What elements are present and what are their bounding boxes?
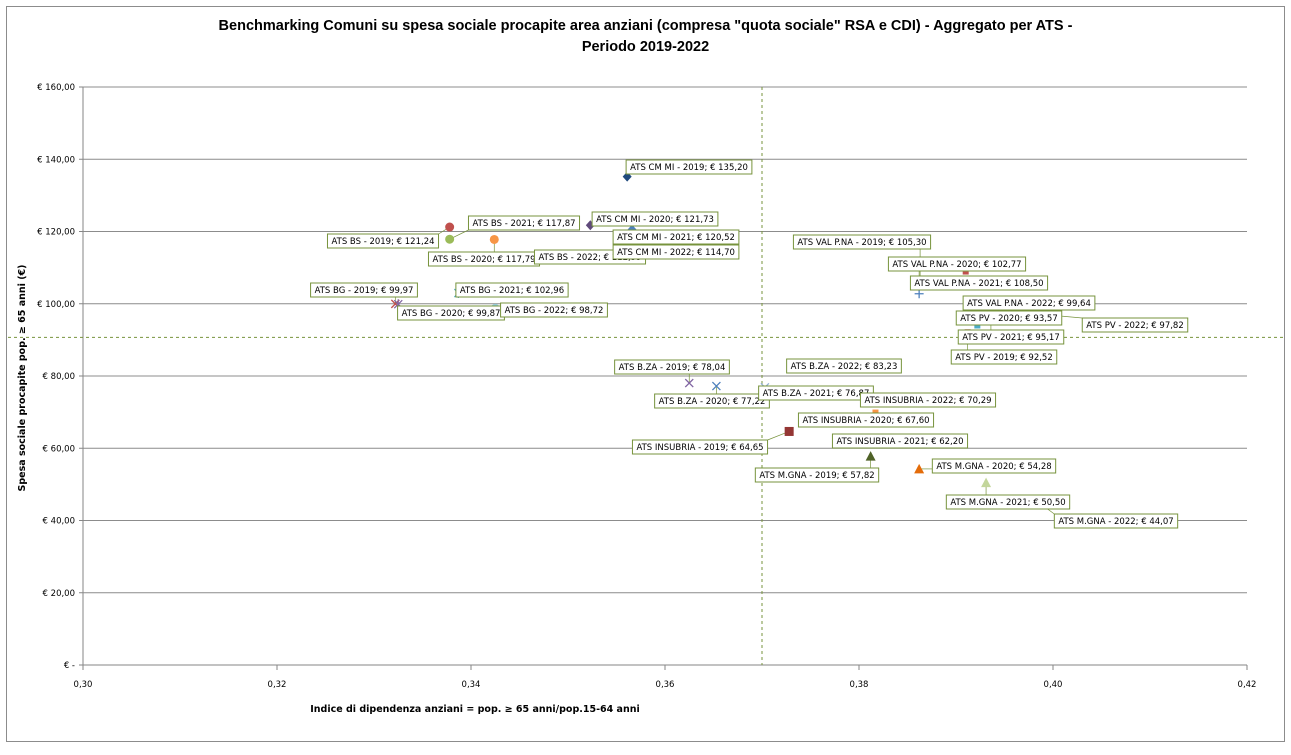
data-label: ATS BS - 2021; € 117,87 [472, 219, 575, 229]
data-label: ATS VAL P.NA - 2022; € 99,64 [967, 299, 1091, 309]
data-label-box [859, 392, 997, 408]
data-point-marker [865, 451, 876, 461]
y-tick-label: € 40,00 [43, 517, 75, 527]
data-label-box [631, 439, 769, 455]
y-tick-label: € 140,00 [37, 155, 75, 165]
data-label-box [500, 302, 608, 318]
chart-title: Benchmarking Comuni su spesa sociale pro… [0, 16, 1291, 58]
data-label-box [612, 244, 740, 260]
chart-title-line-1: Benchmarking Comuni su spesa sociale pro… [218, 18, 1073, 34]
data-label: ATS PV - 2021; € 95,17 [962, 333, 1060, 343]
data-label-box [955, 310, 1063, 326]
data-label: ATS PV - 2020; € 93,57 [960, 314, 1058, 324]
y-axis-title: Spesa sociale procapite pop. ≥ 65 anni (… [17, 265, 28, 492]
data-label-box [792, 234, 932, 250]
y-tick-label: € 160,00 [37, 83, 75, 93]
y-tick-label: € 100,00 [37, 300, 75, 310]
data-label: ATS B.ZA - 2020; € 77,22 [659, 397, 766, 407]
data-point-marker [981, 477, 992, 488]
x-tick-label: 0,42 [1238, 680, 1257, 690]
data-label: ATS INSUBRIA - 2022; € 70,29 [864, 396, 991, 406]
data-label-box [310, 282, 418, 298]
x-tick-label: 0,38 [850, 680, 869, 690]
data-label-box [612, 229, 740, 245]
data-label: ATS BG - 2020; € 99,87 [402, 309, 501, 319]
data-label-box [754, 467, 880, 483]
data-point-marker [974, 325, 981, 329]
data-label: ATS CM MI - 2019; € 135,20 [630, 163, 748, 173]
data-point-marker [914, 463, 925, 474]
axes: € - € 20,00 € 40,00 € 60,00 € 80,00 € 100,00 €… [37, 83, 1256, 690]
data-label: ATS INSUBRIA - 2020; € 67,60 [802, 416, 929, 426]
data-label: ATS VAL P.NA - 2019; € 105,30 [797, 238, 926, 248]
data-label: ATS CM MI - 2021; € 120,52 [617, 233, 735, 243]
data-label: ATS VAL P.NA - 2021; € 108,50 [914, 279, 1043, 289]
data-label-box [797, 412, 935, 428]
y-tick-label: € 20,00 [43, 589, 75, 599]
data-label-box [962, 295, 1096, 311]
y-tick-label: € 60,00 [43, 444, 75, 454]
data-label-box [654, 393, 770, 409]
data-label: ATS INSUBRIA - 2019; € 64,65 [636, 443, 763, 453]
data-label: ATS BS - 2020; € 117,79 [432, 255, 535, 265]
data-label-box [887, 256, 1027, 272]
data-label-box [909, 275, 1049, 291]
data-label: ATS B.ZA - 2021; € 76,87 [763, 389, 870, 399]
data-label: ATS BS - 2022; € 112,99 [538, 253, 641, 263]
chart-title-line-2: Periodo 2019-2022 [581, 39, 710, 55]
data-label-box [326, 233, 440, 249]
data-label: ATS CM MI - 2022; € 114,70 [617, 248, 735, 258]
data-label: ATS CM MI - 2020; € 121,73 [596, 215, 714, 225]
data-point-marker [784, 426, 794, 436]
y-tick-label: € 120,00 [37, 228, 75, 238]
data-label: ATS B.ZA - 2022; € 83,23 [791, 362, 898, 372]
data-label-box [957, 329, 1065, 345]
data-label: ATS M.GNA - 2020; € 54,28 [936, 462, 1051, 472]
data-label-box [1081, 317, 1189, 333]
x-tick-label: 0,36 [656, 680, 675, 690]
data-label-box [945, 494, 1071, 510]
data-label: ATS BG - 2019; € 99,97 [315, 286, 414, 296]
data-label: ATS VAL P.NA - 2020; € 102,77 [892, 260, 1021, 270]
x-axis-title: Indice di dipendenza anziani = pop. ≥ 65… [310, 704, 640, 715]
data-label-box [614, 359, 730, 375]
data-point-marker [489, 234, 499, 244]
data-label-box [625, 159, 753, 175]
data-label: ATS B.ZA - 2019; € 78,04 [619, 363, 726, 373]
data-label: ATS BS - 2019; € 121,24 [331, 237, 434, 247]
data-label: ATS M.GNA - 2019; € 57,82 [759, 471, 874, 481]
data-point-marker [914, 289, 924, 299]
data-label: ATS PV - 2019; € 92,52 [955, 353, 1053, 363]
data-point-marker [872, 409, 879, 413]
data-label-box [786, 358, 902, 374]
data-point-marker [445, 222, 455, 232]
data-label-box [950, 349, 1058, 365]
x-tick-label: 0,40 [1044, 680, 1063, 690]
reference-lines [8, 87, 1283, 665]
x-tick-label: 0,30 [74, 680, 93, 690]
data-point-marker [684, 378, 694, 388]
data-label-box [1053, 513, 1179, 529]
data-label: ATS BG - 2022; € 98,72 [505, 306, 604, 316]
data-label: ATS M.GNA - 2022; € 44,07 [1058, 517, 1173, 527]
data-label: ATS INSUBRIA - 2021; € 62,20 [836, 437, 963, 447]
data-labels: ATS BG - 2019; € 99,97 ATS BG - 2020; € 9… [310, 159, 1189, 529]
y-tick-label: € 80,00 [43, 372, 75, 382]
data-label-box [591, 211, 719, 227]
data-label: ATS PV - 2022; € 97,82 [1086, 321, 1184, 331]
data-label: ATS M.GNA - 2021; € 50,50 [950, 498, 1065, 508]
data-point-marker [445, 234, 455, 244]
data-point-marker [962, 271, 969, 275]
x-tick-label: 0,32 [268, 680, 287, 690]
data-label-box [831, 433, 969, 449]
data-label-box [931, 458, 1057, 474]
x-tick-label: 0,34 [462, 680, 481, 690]
data-label-box [467, 215, 581, 231]
data-label-box [455, 282, 569, 298]
data-label: ATS BG - 2021; € 102,96 [460, 286, 564, 296]
y-tick-label: € - [64, 661, 75, 671]
data-point-marker [711, 381, 721, 391]
